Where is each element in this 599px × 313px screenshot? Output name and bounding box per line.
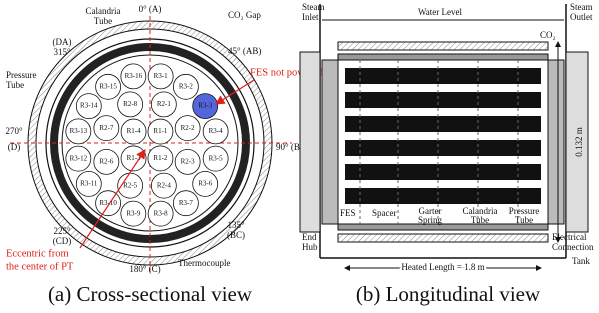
calandria-tube bbox=[338, 234, 548, 242]
angle-label: (D) bbox=[8, 142, 21, 152]
label: Electrical bbox=[552, 232, 587, 242]
label: FES bbox=[340, 208, 356, 218]
angle-label: 180° (C) bbox=[129, 264, 160, 274]
angle-label: (BC) bbox=[227, 230, 245, 240]
rod-label: R3-3 bbox=[198, 102, 213, 110]
rod-label: R2-8 bbox=[123, 100, 138, 108]
label: Steam bbox=[570, 2, 593, 12]
calandria-tube bbox=[338, 42, 548, 50]
label: Pressure bbox=[6, 70, 37, 80]
label: 0.132 m bbox=[574, 127, 584, 157]
rod-label: R2-6 bbox=[99, 157, 114, 165]
rod-label: R3-9 bbox=[126, 209, 141, 217]
label: End bbox=[302, 232, 317, 242]
rod-label: R3-15 bbox=[99, 82, 117, 90]
label: Spring bbox=[418, 215, 443, 225]
label: Connection bbox=[552, 242, 594, 252]
rod-label: R2-7 bbox=[99, 124, 114, 132]
rod-label: R2-1 bbox=[157, 100, 172, 108]
rod-label: R1-4 bbox=[127, 127, 142, 135]
angle-label: (CD) bbox=[53, 236, 72, 246]
fuel-element bbox=[345, 164, 541, 180]
label: Water Level bbox=[418, 7, 462, 17]
rod-label: R1-3 bbox=[127, 154, 142, 162]
label: Tank bbox=[572, 256, 590, 266]
caption: (b) Longitudinal view bbox=[356, 282, 541, 306]
rod-label: R3-16 bbox=[125, 72, 143, 80]
rod-label: R3-8 bbox=[154, 209, 169, 217]
rod-label: R3-14 bbox=[80, 102, 98, 110]
end-hub bbox=[300, 52, 320, 232]
rod-label: R1-2 bbox=[153, 154, 168, 162]
label: Hub bbox=[302, 242, 318, 252]
label: Calandria bbox=[86, 6, 121, 16]
label: Heated Length = 1.8 m bbox=[401, 262, 484, 272]
page: {"left_panel": { "angle_top": "0° (A)", … bbox=[0, 0, 599, 313]
rod-label: R3-6 bbox=[198, 179, 213, 187]
caption: (a) Cross-sectional view bbox=[48, 282, 253, 306]
label: Thermocouple bbox=[178, 258, 230, 268]
rod-label: R2-2 bbox=[181, 124, 196, 132]
angle-label: 45° (AB) bbox=[228, 46, 261, 56]
annotation: the center of PT bbox=[6, 261, 74, 272]
label: Tube bbox=[471, 215, 489, 225]
figure: R1-1 R1-2 R1-3 R1-4 R2-1 R2-2 R2-3 R2-4 R2-5 R2-6… bbox=[0, 0, 599, 313]
angle-label: 90° (B) bbox=[276, 142, 303, 152]
fuel-element bbox=[345, 116, 541, 132]
end-fitting bbox=[322, 60, 338, 224]
rod-label: R3-7 bbox=[179, 199, 194, 207]
angle-label: 225° bbox=[53, 226, 71, 236]
rod-label: R1-1 bbox=[153, 127, 168, 135]
rod-label: R3-4 bbox=[209, 127, 224, 135]
rod-label: R3-2 bbox=[179, 82, 194, 90]
label: Spacer bbox=[372, 208, 397, 218]
angle-label: 0° (A) bbox=[139, 4, 162, 14]
label: Tube bbox=[515, 215, 533, 225]
fuel-element bbox=[345, 68, 541, 84]
end-fitting bbox=[548, 60, 564, 224]
label: Inlet bbox=[302, 12, 319, 22]
angle-label: 135° bbox=[227, 220, 245, 230]
label: CO₂ Gap bbox=[228, 10, 261, 20]
angle-label: 315° bbox=[53, 47, 71, 57]
cross-section: R1-1 R1-2 R1-3 R1-4 R2-1 R2-2 R2-3 R2-4 R2-5 R2-6… bbox=[5, 4, 323, 306]
label: Steam bbox=[302, 2, 325, 12]
label: CO₂ bbox=[540, 30, 556, 40]
rod-label: R3-11 bbox=[80, 179, 98, 187]
angle-label: 270° bbox=[5, 126, 23, 136]
fuel-element bbox=[345, 140, 541, 156]
rod-label: R3-12 bbox=[70, 154, 88, 162]
rod-label: R3-13 bbox=[70, 127, 88, 135]
rod-label: R3-1 bbox=[154, 72, 169, 80]
label: Tube bbox=[6, 80, 24, 90]
longitudinal-view: Water Level 0.132 m Steam Inlet Steam Ou… bbox=[300, 2, 594, 306]
fuel-element bbox=[345, 188, 541, 204]
annotation: Eccentric from bbox=[6, 248, 69, 259]
fuel-element bbox=[345, 92, 541, 108]
rod-label: R2-4 bbox=[157, 181, 172, 189]
rod-label: R2-5 bbox=[123, 181, 138, 189]
pressure-tube bbox=[338, 54, 548, 60]
rod-label: R3-5 bbox=[209, 154, 224, 162]
rod-label: R2-3 bbox=[181, 157, 196, 165]
angle-label: (DA) bbox=[53, 37, 72, 47]
label: Outlet bbox=[570, 12, 593, 22]
label: Tube bbox=[94, 16, 112, 26]
